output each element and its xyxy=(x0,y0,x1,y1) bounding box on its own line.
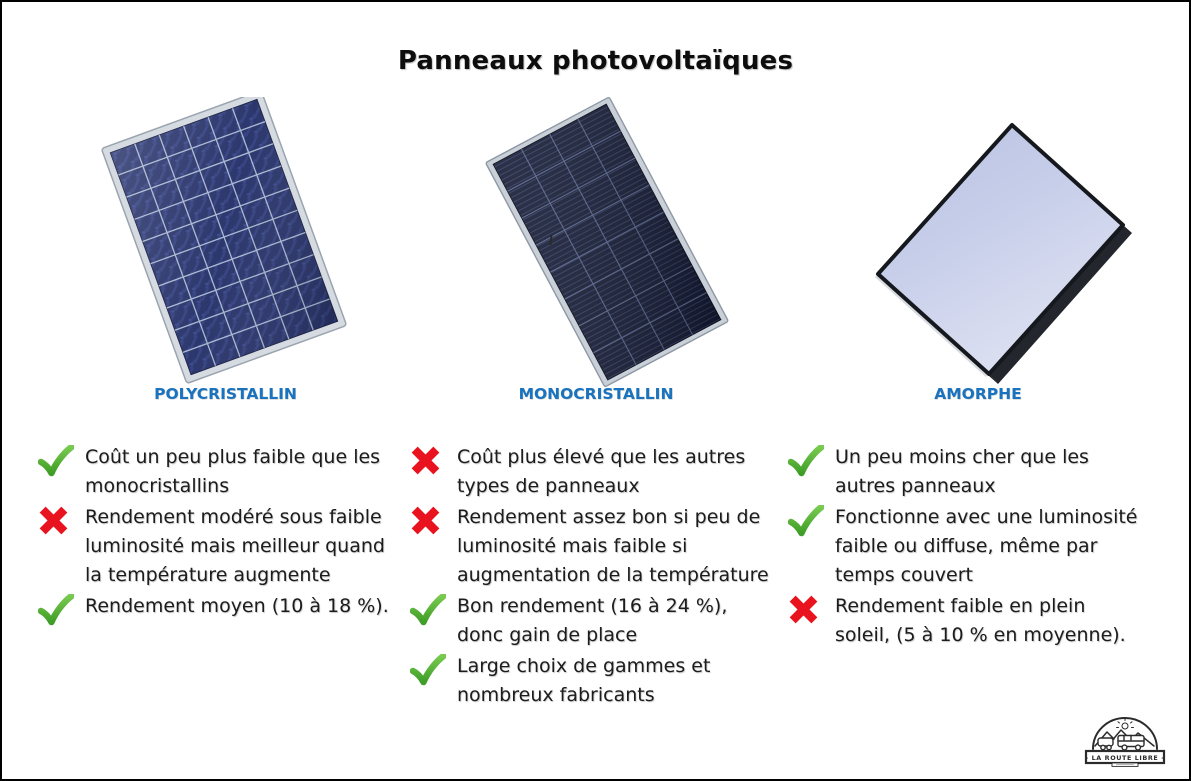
camper-van-icon xyxy=(1097,734,1145,751)
feature-text: Un peu moins cher que les autres panneau… xyxy=(835,446,1089,497)
feature-list: Coût un peu plus faible que les monocris… xyxy=(37,443,413,630)
feature-item: Large choix de gammes et nombreux fabric… xyxy=(409,652,782,710)
feature-item: Fonctionne avec une luminosité faible ou… xyxy=(787,503,1168,590)
check-icon xyxy=(409,652,457,690)
sun-icon xyxy=(1116,718,1134,730)
feature-item: Rendement faible en plein soleil, (5 à 1… xyxy=(788,592,1168,650)
feature-text: Rendement moyen (10 à 18 %). xyxy=(85,595,389,617)
cross-icon xyxy=(410,503,457,540)
feature-item: Rendement modéré sous faible luminosité … xyxy=(38,503,413,590)
column-title-monocristallin: MONOCRISTALLIN xyxy=(518,385,674,403)
check-icon xyxy=(37,592,85,630)
feature-text: Rendement faible en plein soleil, (5 à 1… xyxy=(835,595,1126,646)
check-icon xyxy=(37,443,85,481)
cross-icon xyxy=(788,592,835,629)
feature-text: Coût un peu plus faible que les monocris… xyxy=(85,446,381,497)
cross-icon xyxy=(410,443,457,480)
check-icon xyxy=(409,592,457,630)
feature-item: Bon rendement (16 à 24 %), donc gain de … xyxy=(409,592,782,650)
cross-icon xyxy=(38,503,85,540)
feature-list: Coût plus élevé que les autres types de … xyxy=(409,443,782,710)
monocrystalline-panel-image xyxy=(485,97,729,387)
la-route-libre-logo: - LA ROUTE LIBRE - xyxy=(1084,717,1166,767)
polycrystalline-panel-image xyxy=(101,97,347,384)
feature-item: Rendement moyen (10 à 18 %). xyxy=(37,592,413,630)
check-icon xyxy=(787,503,835,541)
feature-item: Coût plus élevé que les autres types de … xyxy=(410,443,782,501)
column-title-amorphe: AMORPHE xyxy=(934,385,1022,403)
feature-text: Rendement assez bon si peu de luminosité… xyxy=(457,506,769,586)
check-icon xyxy=(787,443,835,481)
feature-item: Rendement assez bon si peu de luminosité… xyxy=(410,503,782,590)
page-title: Panneaux photovoltaïques xyxy=(397,46,794,76)
amorphous-panel-image xyxy=(874,123,1132,384)
logo-banner-text: - LA ROUTE LIBRE - xyxy=(1086,754,1165,762)
feature-text: Bon rendement (16 à 24 %), donc gain de … xyxy=(457,595,728,646)
feature-item: Un peu moins cher que les autres panneau… xyxy=(787,443,1168,501)
feature-text: Coût plus élevé que les autres types de … xyxy=(457,446,746,497)
feature-list: Un peu moins cher que les autres panneau… xyxy=(787,443,1168,650)
feature-item: Coût un peu plus faible que les monocris… xyxy=(37,443,413,501)
feature-text: Rendement modéré sous faible luminosité … xyxy=(85,506,385,586)
column-title-polycristallin: POLYCRISTALLIN xyxy=(154,385,297,403)
feature-text: Large choix de gammes et nombreux fabric… xyxy=(457,655,711,706)
feature-text: Fonctionne avec une luminosité faible ou… xyxy=(835,506,1138,586)
